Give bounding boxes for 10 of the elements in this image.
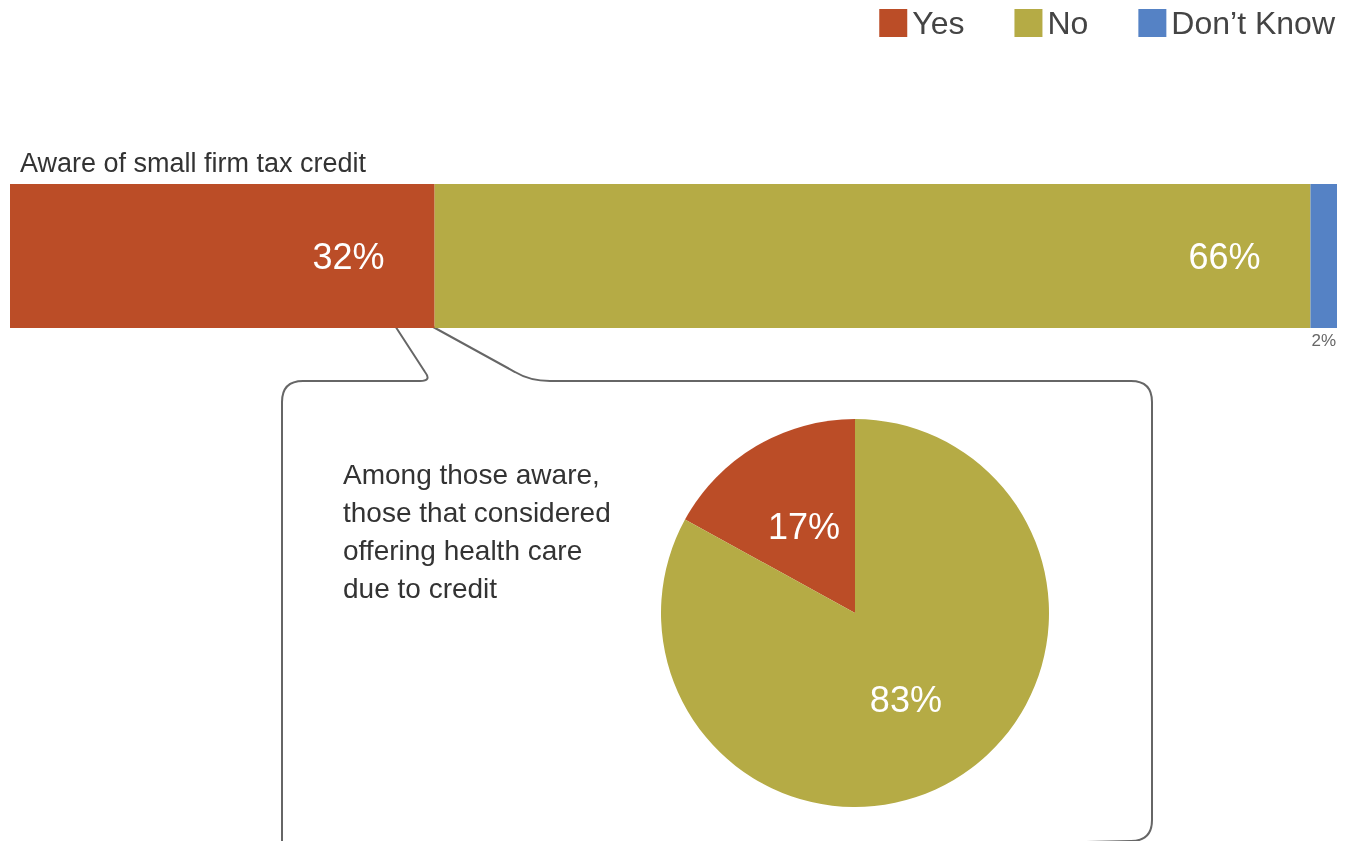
- legend-label: No: [1047, 5, 1089, 41]
- data-label: 17%: [768, 506, 841, 548]
- text: Among those aware, those that considered offering health care due to credit: [343, 458, 611, 604]
- data-label: 66%: [1188, 235, 1261, 277]
- legend-label: Don’t Know: [1171, 5, 1336, 41]
- legend-label: Yes: [912, 5, 965, 41]
- data-label: 2%: [1311, 331, 1337, 350]
- data-label: 83%: [869, 678, 942, 720]
- data-label: 32%: [312, 235, 385, 277]
- y-tick-label: Aware of small firm tax credit: [20, 147, 367, 178]
